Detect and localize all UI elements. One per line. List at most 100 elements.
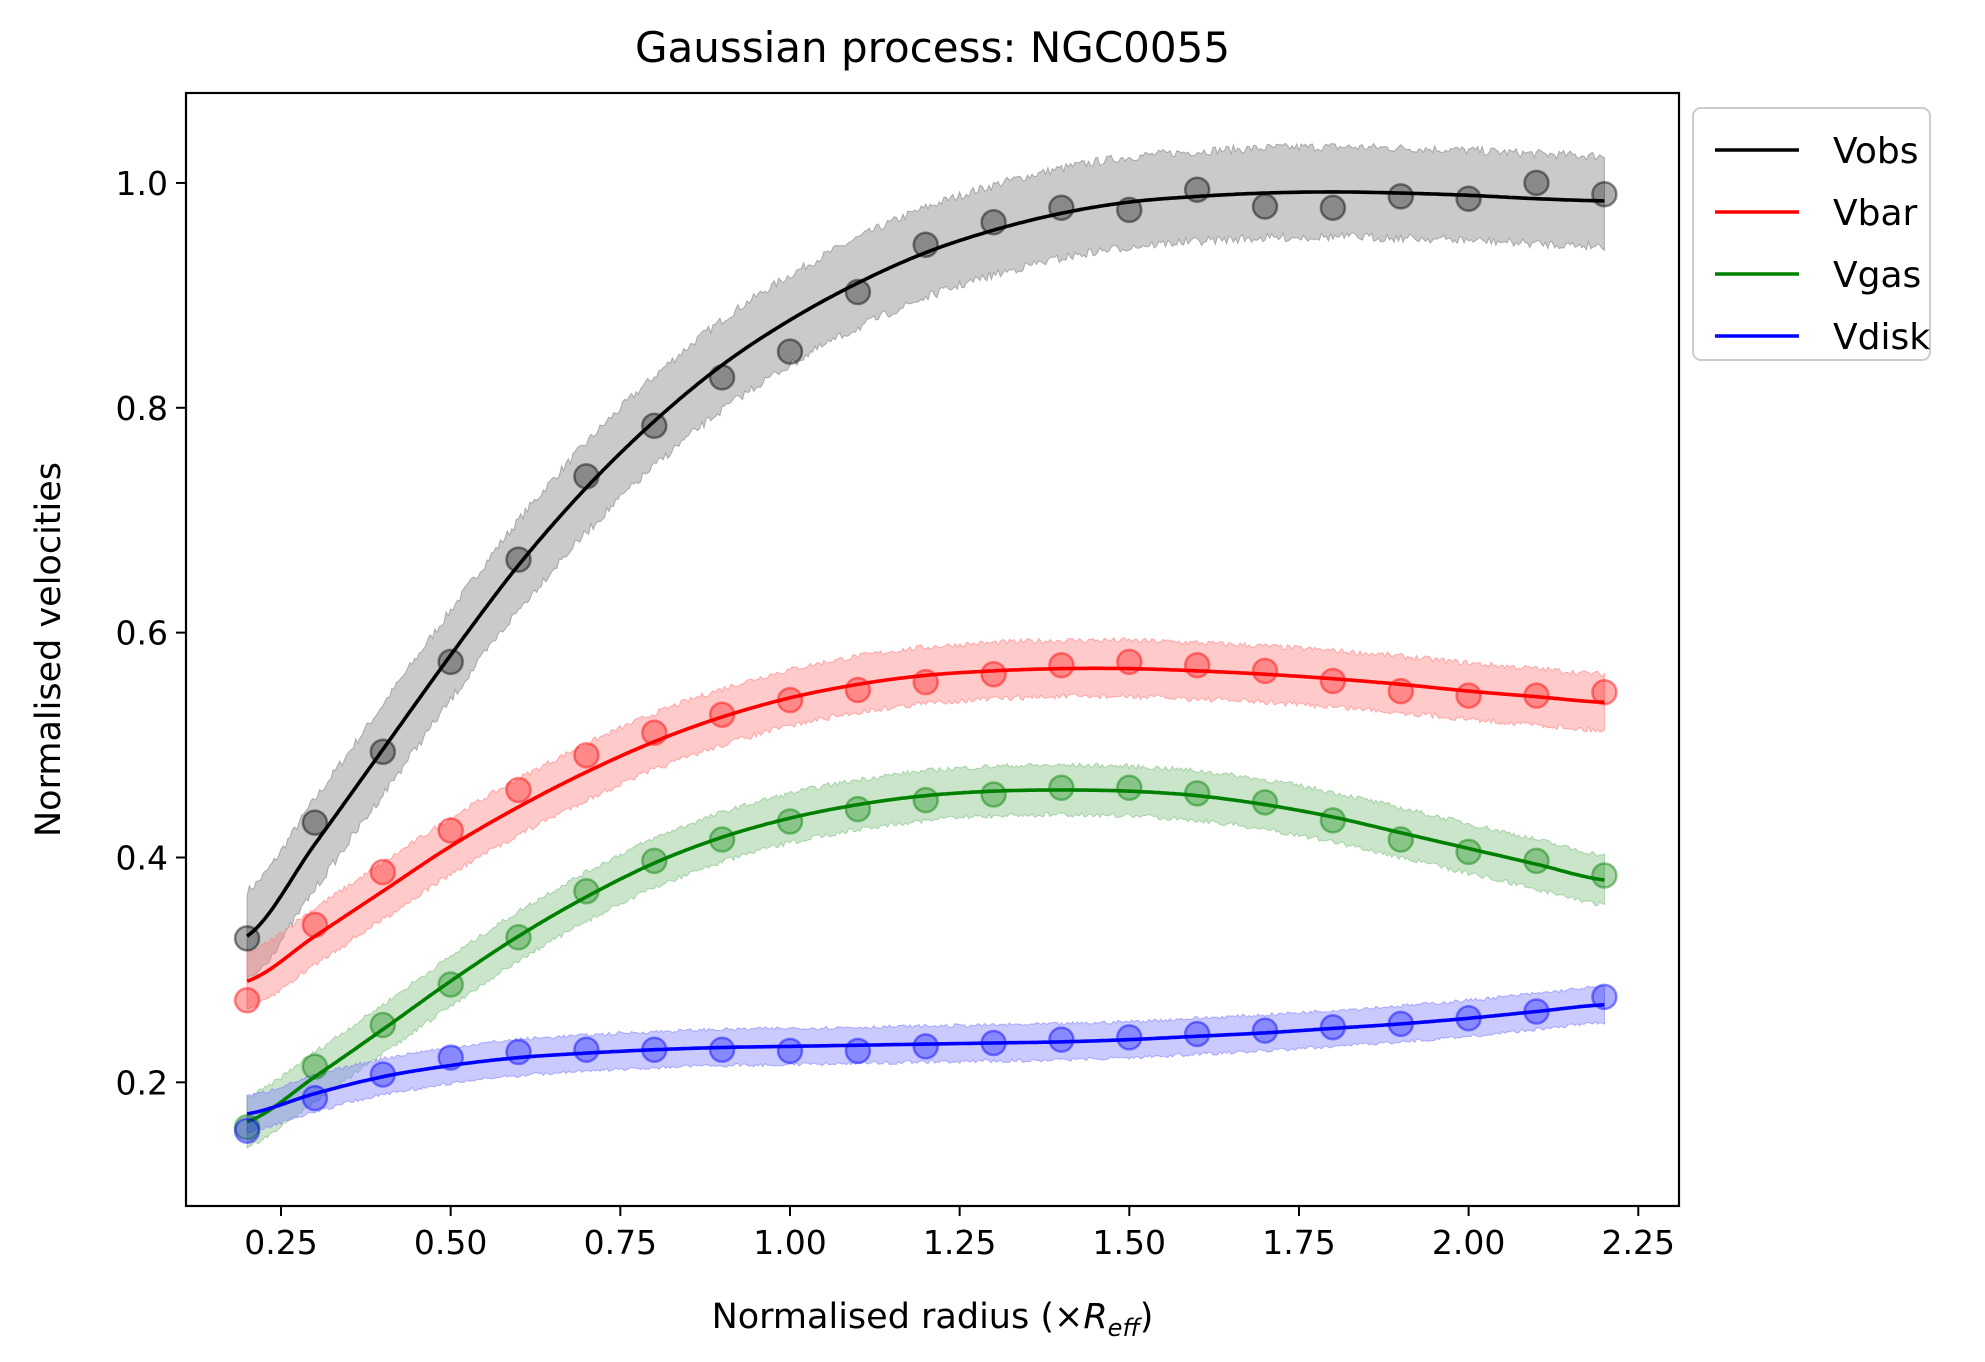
point-vobs	[641, 412, 668, 440]
point-vobs	[776, 338, 804, 365]
point-vdisk	[1183, 1020, 1211, 1048]
point-vgas	[1591, 862, 1618, 889]
data-points	[233, 169, 1618, 1144]
point-vobs	[912, 231, 939, 259]
point-vdisk	[1591, 983, 1618, 1011]
point-vbar	[369, 858, 397, 886]
x-axis-ticks: 0.25 0.50 0.75 1.00 1.25 1.50 1.75 2.00 2.25	[244, 1206, 1675, 1262]
point-vobs	[1048, 194, 1075, 221]
point-vbar	[1183, 651, 1211, 679]
point-vdisk	[1455, 1005, 1482, 1032]
point-vbar	[233, 987, 261, 1014]
point-vdisk	[437, 1044, 464, 1071]
point-vdisk	[641, 1036, 668, 1063]
point-vgas	[233, 1114, 261, 1141]
x-tick-label: 0.50	[414, 1223, 487, 1262]
fit-line-vbar	[246, 666, 1605, 983]
point-vbar	[505, 776, 532, 804]
point-vobs	[369, 738, 397, 766]
band-vgas	[246, 762, 1605, 1150]
point-vdisk	[912, 1033, 939, 1060]
point-vdisk	[369, 1061, 397, 1088]
point-vgas	[1048, 774, 1075, 802]
point-vobs	[708, 364, 736, 391]
point-vgas	[844, 795, 872, 823]
point-vbar	[1319, 667, 1347, 695]
band-vobs	[246, 142, 1605, 982]
point-vobs	[1591, 180, 1618, 208]
point-vobs	[844, 278, 872, 306]
point-vbar	[1387, 677, 1415, 705]
x-tick-label: 0.25	[244, 1223, 317, 1262]
y-tick-label: 0.6	[116, 614, 168, 653]
y-tick-label: 0.4	[116, 838, 168, 877]
band-vbar	[246, 636, 1605, 1010]
point-vgas	[1116, 774, 1143, 802]
point-vobs	[301, 809, 329, 836]
point-vbar	[641, 719, 668, 746]
point-vgas	[912, 786, 939, 814]
confidence-bands	[246, 142, 1605, 1150]
point-vobs	[233, 925, 261, 952]
fit-line-vgas	[246, 788, 1605, 1124]
point-vgas	[505, 924, 532, 951]
point-vdisk	[844, 1037, 872, 1065]
point-vgas	[1523, 847, 1550, 875]
x-axis-label-prefix: Normalised radius (×	[712, 1297, 1084, 1337]
x-tick-label: 0.75	[584, 1223, 657, 1262]
point-vdisk	[1048, 1026, 1075, 1053]
fit-line-vdisk	[246, 1003, 1605, 1116]
point-vgas	[301, 1053, 329, 1080]
point-vdisk	[1319, 1013, 1347, 1041]
point-vobs	[1387, 183, 1415, 210]
point-vobs	[573, 463, 600, 490]
point-vobs	[1251, 193, 1279, 220]
point-vbar	[301, 911, 329, 939]
point-vbar	[1591, 678, 1618, 706]
point-vbar	[1048, 651, 1075, 679]
point-vdisk	[708, 1036, 736, 1063]
legend: Vobs Vbar Vgas Vdisk	[1692, 107, 1931, 361]
point-vgas	[1251, 789, 1279, 816]
point-vgas	[641, 847, 668, 875]
point-vgas	[573, 877, 600, 905]
y-tick-label: 1.0	[116, 164, 168, 203]
legend-label-vdisk: Vdisk	[1833, 317, 1930, 358]
point-vdisk	[1116, 1024, 1143, 1051]
y-tick-label: 0.8	[116, 389, 168, 428]
x-axis-label-suffix: )	[1140, 1297, 1154, 1337]
point-vbar	[776, 686, 804, 714]
chart-title: Gaussian process: NGC0055	[635, 23, 1230, 72]
legend-box	[1692, 107, 1931, 361]
x-tick-label: 2.25	[1602, 1223, 1675, 1262]
legend-label-vbar: Vbar	[1833, 193, 1918, 234]
point-vbar	[980, 660, 1007, 688]
point-vgas	[1183, 780, 1211, 807]
point-vdisk	[1251, 1017, 1279, 1044]
point-vdisk	[1523, 998, 1550, 1025]
point-vobs	[1523, 169, 1550, 197]
point-vobs	[980, 209, 1007, 236]
point-vgas	[369, 1011, 397, 1039]
point-vgas	[708, 826, 736, 853]
point-vdisk	[505, 1038, 532, 1066]
legend-label-vgas: Vgas	[1833, 255, 1921, 296]
point-vdisk	[980, 1029, 1007, 1057]
x-tick-label: 1.75	[1262, 1223, 1335, 1262]
point-vbar	[573, 741, 600, 769]
band-vdisk	[246, 984, 1605, 1134]
point-vobs	[1183, 176, 1211, 203]
point-vgas	[776, 808, 804, 835]
point-vbar	[1116, 648, 1143, 676]
point-vdisk	[573, 1036, 600, 1063]
legend-label-vobs: Vobs	[1833, 131, 1918, 172]
point-vobs	[1455, 185, 1482, 212]
point-vbar	[1455, 682, 1482, 709]
x-tick-label: 2.00	[1432, 1223, 1505, 1262]
x-tick-label: 1.25	[923, 1223, 996, 1262]
point-vbar	[1251, 657, 1279, 685]
point-vbar	[912, 668, 939, 696]
y-axis-ticks: 0.2 0.4 0.6 0.8 1.0	[116, 164, 186, 1102]
point-vgas	[1455, 838, 1482, 866]
